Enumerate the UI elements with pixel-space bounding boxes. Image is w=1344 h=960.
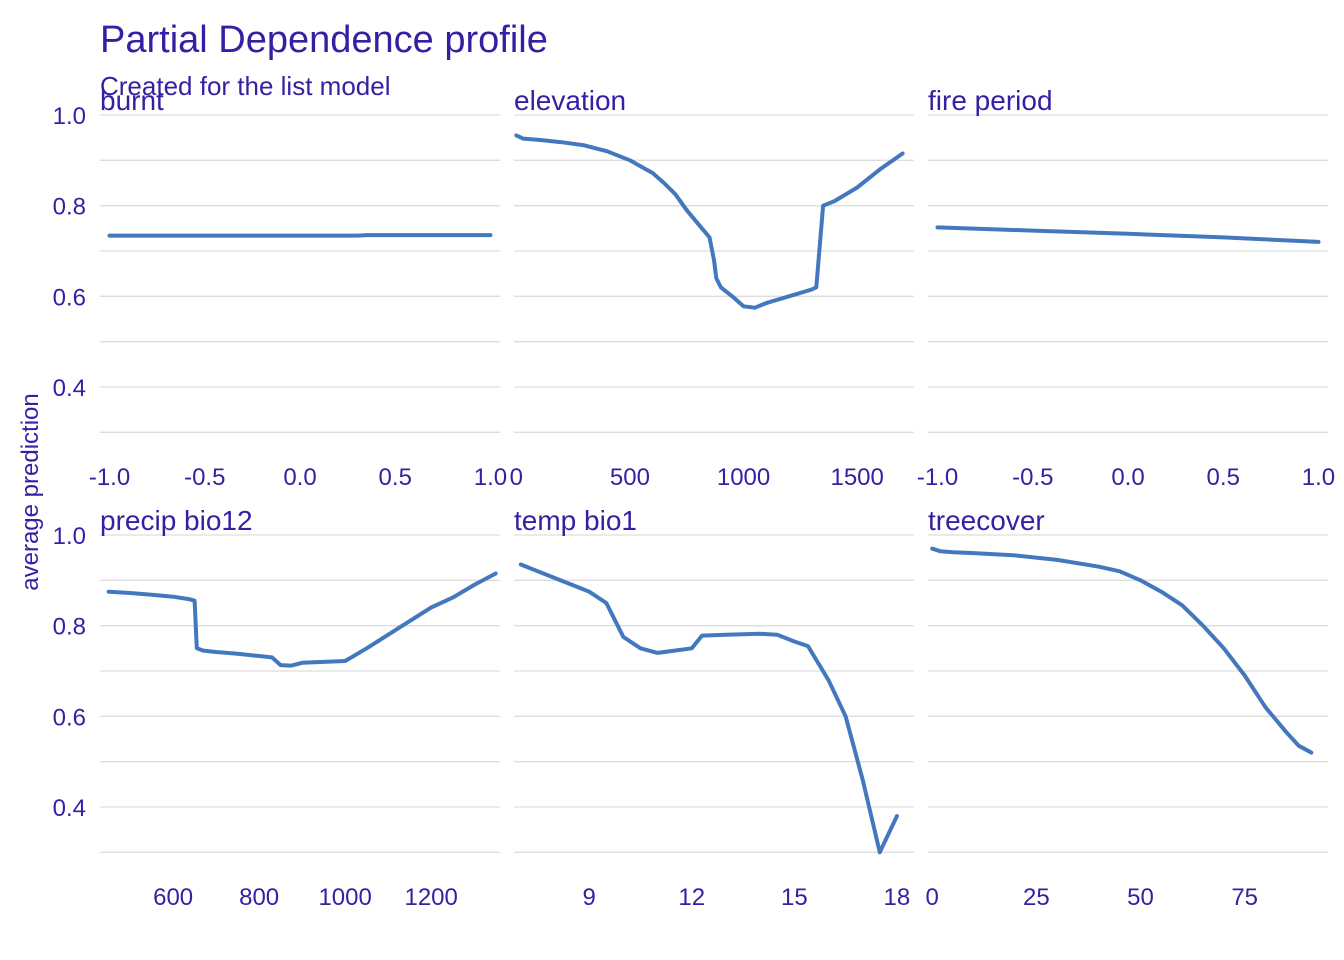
panel-elevation: elevation 0 500 1000 1500	[510, 85, 914, 491]
y-tick-label: 1.0	[53, 523, 86, 550]
panel-title: treecover	[928, 505, 1045, 536]
panel-title: burnt	[100, 85, 164, 116]
x-tick-label: -0.5	[1012, 464, 1053, 491]
series-line	[518, 562, 899, 855]
x-tick-label: 50	[1127, 884, 1154, 911]
x-tick-label: -0.5	[184, 464, 225, 491]
panel-temp-bio1: temp bio1 9 12 15 18	[514, 505, 914, 911]
x-tick-label: 1000	[318, 884, 371, 911]
x-tick-label: 500	[610, 464, 650, 491]
y-tick-label: 0.4	[53, 795, 86, 822]
panel-treecover: treecover 0 25 50 75	[925, 505, 1328, 911]
x-tick-label: 9	[583, 884, 596, 911]
x-tick-label: 18	[884, 884, 911, 911]
panel-precip-bio12: precip bio12 1.0 0.8 0.6 0.4 600 800 1000 1200	[53, 505, 500, 911]
chart-subtitle: Created for the list model	[100, 71, 390, 101]
x-tick-label: 0.0	[283, 464, 316, 491]
series-line	[107, 233, 493, 238]
x-tick-label: -1.0	[89, 464, 130, 491]
series-line	[930, 546, 1314, 755]
y-axis-label: average prediction	[17, 393, 44, 590]
x-tick-label: 0.5	[379, 464, 412, 491]
x-tick-label: 0	[510, 464, 523, 491]
y-tick-label: 0.4	[53, 375, 86, 402]
series-line	[935, 225, 1321, 244]
panel-burnt: burnt 1.0 0.8 0.6 0.4 -1.0 -0.5 0.0 0.5 1.0	[53, 85, 508, 491]
series-line	[106, 571, 498, 668]
panel-title: temp bio1	[514, 505, 637, 536]
panel-fire-period: fire period -1.0 -0.5 0.0 0.5 1.0	[917, 85, 1335, 491]
x-tick-label: 600	[153, 884, 193, 911]
chart-title: Partial Dependence profile	[100, 19, 548, 61]
panel-title: precip bio12	[100, 505, 253, 536]
y-tick-label: 0.6	[53, 704, 86, 731]
x-tick-label: 1.0	[474, 464, 507, 491]
panel-title: elevation	[514, 85, 626, 116]
x-tick-label: 1.0	[1302, 464, 1335, 491]
x-tick-label: 25	[1023, 884, 1050, 911]
x-tick-label: 12	[678, 884, 705, 911]
series-line	[514, 133, 905, 310]
y-tick-label: 0.6	[53, 284, 86, 311]
y-tick-label: 1.0	[53, 103, 86, 130]
y-tick-label: 0.8	[53, 614, 86, 641]
x-tick-label: 0	[925, 884, 938, 911]
x-tick-label: 1200	[404, 884, 457, 911]
x-tick-label: 1000	[717, 464, 770, 491]
x-tick-label: -1.0	[917, 464, 958, 491]
x-tick-label: 1500	[830, 464, 883, 491]
x-tick-label: 15	[781, 884, 808, 911]
x-tick-label: 0.5	[1207, 464, 1240, 491]
panel-title: fire period	[928, 85, 1053, 116]
x-tick-label: 0.0	[1111, 464, 1144, 491]
y-tick-label: 0.8	[53, 194, 86, 221]
x-tick-label: 75	[1231, 884, 1258, 911]
x-tick-label: 800	[239, 884, 279, 911]
